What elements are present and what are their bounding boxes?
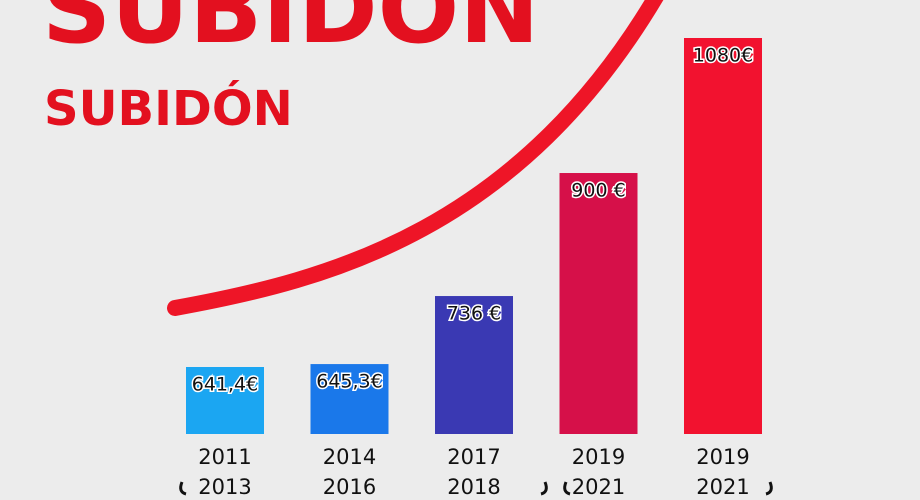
value-label: 736 € xyxy=(447,303,501,325)
bar xyxy=(186,367,264,434)
value-label: 645,3€ xyxy=(316,371,382,393)
bar xyxy=(435,296,513,434)
bar xyxy=(559,173,638,435)
chart-title: SUBIDÓN xyxy=(42,0,540,65)
chart-subtitle: SUBIDÓN xyxy=(44,80,293,137)
bracket xyxy=(179,481,187,496)
plot: 641,4€ 2011 2013 645,3€ 2014 2016 736 € 2017 201… xyxy=(179,38,773,499)
bracket xyxy=(765,481,773,496)
x-tick-label: 2017 2018 xyxy=(447,445,500,499)
x-tick-label: 2014 2016 xyxy=(323,445,376,499)
x-tick-label: 2011 2013 xyxy=(198,445,251,499)
trend-curve xyxy=(167,0,664,316)
x-tick-label: 2019 2021 xyxy=(696,445,749,499)
x-tick-label: 2019 2021 xyxy=(572,445,625,499)
value-label: 1080€ xyxy=(693,45,753,67)
bracket xyxy=(563,481,571,496)
bar xyxy=(310,364,389,434)
bracket xyxy=(540,481,548,496)
value-label: 900 € xyxy=(571,180,625,202)
bar xyxy=(684,38,762,434)
value-label: 641,4€ xyxy=(192,374,258,396)
